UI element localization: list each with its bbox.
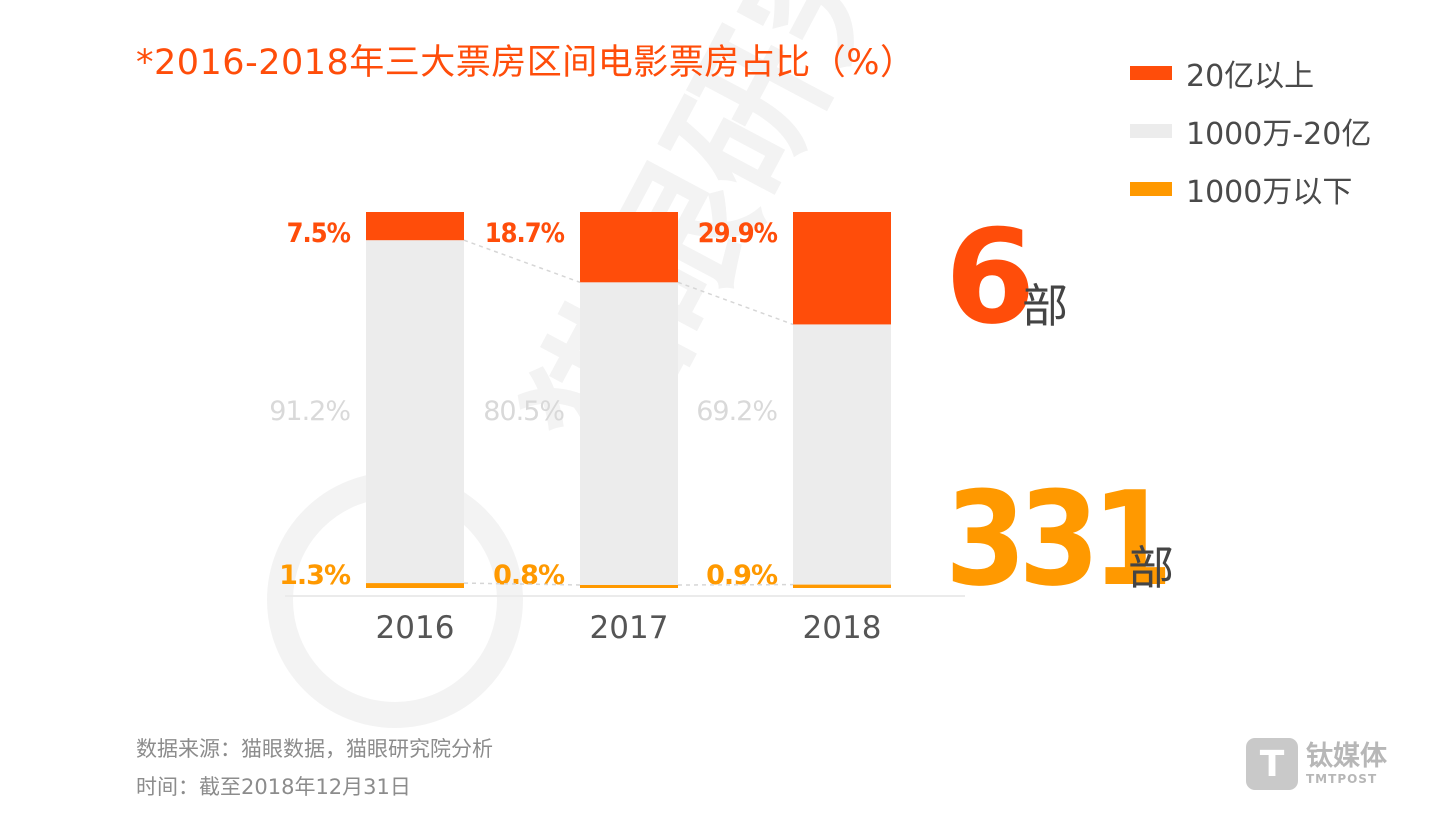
bar-bottom-2017	[580, 584, 678, 588]
time-text: 时间：截至2018年12月31日	[136, 775, 411, 799]
legend-label-bottom: 1000万以下	[1186, 175, 1353, 210]
source-note: 数据来源：猫眼数据，猫眼研究院分析 时间：截至2018年12月31日	[136, 730, 493, 806]
bar-top-2017	[580, 212, 678, 283]
bar-middle-2018	[793, 324, 891, 585]
legend-label-top: 20亿以上	[1186, 59, 1315, 94]
data-label-bottom-2018: 0.9%	[706, 560, 778, 591]
chart-title: *2016-2018年三大票房区间电影票房占比（%）	[136, 43, 916, 83]
x-tick-label-2018: 2018	[803, 610, 882, 646]
data-label-top-2016: 7.5%	[287, 218, 351, 249]
connector-bottom-0	[463, 582, 581, 586]
bar-top-2016	[366, 212, 464, 241]
bar-middle-2016	[366, 240, 464, 584]
legend-label-middle: 1000万-20亿	[1186, 117, 1372, 152]
legend-item-top: 20亿以上	[1130, 44, 1371, 102]
logo-name-en: TMTPOST	[1306, 772, 1378, 786]
logo-name-cn: 钛媒体	[1306, 741, 1387, 772]
data-label-bottom-2017: 0.8%	[493, 560, 565, 591]
annotation-count-bottom: 331	[945, 463, 1166, 615]
chart-legend: 20亿以上 1000万-20亿 1000万以下	[1130, 44, 1371, 218]
logo-text: 钛媒体 TMTPOST	[1306, 741, 1387, 787]
data-label-top-2017: 18.7%	[485, 218, 565, 249]
x-tick-label-2016: 2016	[376, 610, 455, 646]
logo-mark-icon: T	[1246, 738, 1298, 790]
annotation-count-top: 6	[945, 201, 1031, 353]
legend-swatch-bottom	[1130, 182, 1172, 196]
tmtpost-logo: T 钛媒体 TMTPOST	[1246, 738, 1387, 790]
data-label-middle-2018: 69.2%	[696, 396, 777, 427]
annotation-unit-top: 部	[1022, 279, 1068, 333]
bar-bottom-2016	[366, 583, 464, 588]
data-label-middle-2017: 80.5%	[483, 396, 564, 427]
legend-swatch-middle	[1130, 124, 1172, 138]
x-tick-label-2017: 2017	[590, 610, 669, 646]
bar-middle-2017	[580, 282, 678, 585]
legend-item-bottom: 1000万以下	[1130, 160, 1371, 218]
annotation-unit-bottom: 部	[1128, 541, 1174, 595]
legend-swatch-top	[1130, 66, 1172, 80]
source-text: 数据来源：猫眼数据，猫眼研究院分析	[136, 737, 493, 761]
data-label-bottom-2016: 1.3%	[279, 560, 351, 591]
data-label-middle-2016: 91.2%	[269, 396, 350, 427]
legend-item-middle: 1000万-20亿	[1130, 102, 1371, 160]
bar-top-2018	[793, 212, 891, 325]
bar-bottom-2018	[793, 584, 891, 588]
data-label-top-2018: 29.9%	[698, 218, 778, 249]
